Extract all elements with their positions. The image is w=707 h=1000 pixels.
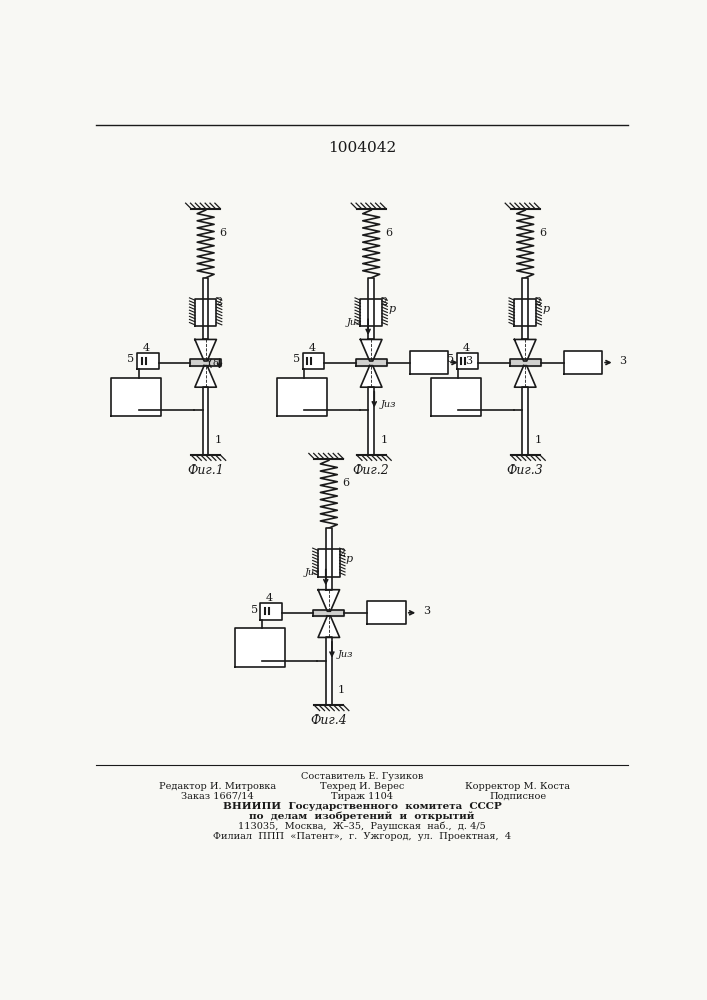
Text: Фиг.1: Фиг.1 — [187, 464, 224, 477]
Polygon shape — [260, 603, 282, 620]
Text: 113035,  Москва,  Ж–35,  Раушская  наб.,  д. 4/5: 113035, Москва, Ж–35, Раушская наб., д. … — [238, 821, 486, 831]
Text: по  делам  изобретений  и  открытий: по делам изобретений и открытий — [250, 811, 474, 821]
Text: 1: 1 — [338, 685, 345, 695]
Text: δ: δ — [213, 359, 218, 368]
Polygon shape — [326, 637, 332, 705]
Polygon shape — [356, 359, 387, 366]
Polygon shape — [515, 339, 536, 361]
Text: 6: 6 — [385, 228, 392, 238]
Text: Техред И. Верес: Техред И. Верес — [320, 782, 404, 791]
Polygon shape — [111, 378, 161, 416]
Text: 1: 1 — [215, 435, 222, 445]
Polygon shape — [431, 378, 481, 416]
Polygon shape — [361, 299, 382, 326]
Text: р: р — [542, 304, 549, 314]
Polygon shape — [522, 387, 528, 455]
Polygon shape — [368, 601, 406, 624]
Text: 5: 5 — [127, 354, 134, 364]
Text: Jиз: Jиз — [304, 568, 320, 577]
Polygon shape — [137, 353, 158, 369]
Polygon shape — [318, 616, 339, 637]
Text: ВНИИПИ  Государственного  комитета  СССР: ВНИИПИ Государственного комитета СССР — [223, 802, 501, 811]
Polygon shape — [368, 387, 374, 455]
Polygon shape — [457, 353, 478, 369]
Text: Филиал  ППП  «Патент»,  г.  Ужгород,  ул.  Проектная,  4: Филиал ППП «Патент», г. Ужгород, ул. Про… — [213, 832, 511, 841]
Polygon shape — [515, 299, 536, 326]
Text: 4: 4 — [462, 343, 469, 353]
Text: 6: 6 — [219, 228, 227, 238]
Text: Подписное: Подписное — [489, 792, 546, 801]
Polygon shape — [510, 359, 541, 366]
Text: 3: 3 — [423, 606, 430, 616]
Polygon shape — [318, 549, 339, 577]
Text: 2: 2 — [380, 297, 387, 307]
Polygon shape — [563, 351, 602, 374]
Polygon shape — [326, 528, 332, 590]
Text: 6: 6 — [343, 478, 350, 488]
Text: Фиг.3: Фиг.3 — [507, 464, 544, 477]
Text: 2: 2 — [338, 548, 345, 558]
Text: р: р — [388, 304, 395, 314]
Text: Корректор М. Коста: Корректор М. Коста — [465, 782, 570, 791]
Text: 1: 1 — [534, 435, 542, 445]
Polygon shape — [313, 610, 344, 616]
Text: Jиз: Jиз — [338, 650, 354, 659]
Text: 2: 2 — [534, 297, 542, 307]
Polygon shape — [190, 359, 221, 366]
Text: Jиз: Jиз — [346, 318, 362, 327]
Text: 3: 3 — [619, 356, 626, 366]
Text: 5: 5 — [293, 354, 300, 364]
Polygon shape — [203, 387, 209, 455]
Polygon shape — [203, 278, 209, 339]
Polygon shape — [361, 339, 382, 361]
Text: 6: 6 — [539, 228, 547, 238]
Polygon shape — [195, 299, 216, 326]
Text: Составитель Е. Гузиков: Составитель Е. Гузиков — [300, 772, 423, 781]
Polygon shape — [195, 366, 216, 387]
Polygon shape — [277, 378, 327, 416]
Text: Заказ 1667/14: Заказ 1667/14 — [181, 792, 254, 801]
Text: 5: 5 — [250, 605, 258, 615]
Text: Редактор И. Митровка: Редактор И. Митровка — [158, 782, 276, 791]
Polygon shape — [522, 278, 528, 339]
Text: 1: 1 — [380, 435, 387, 445]
Polygon shape — [303, 353, 325, 369]
Polygon shape — [195, 339, 216, 361]
Text: 3: 3 — [465, 356, 472, 366]
Text: 4: 4 — [308, 343, 315, 353]
Polygon shape — [368, 278, 374, 339]
Text: Jиз: Jиз — [380, 400, 396, 409]
Text: Тираж 1104: Тираж 1104 — [331, 792, 393, 801]
Text: 2: 2 — [215, 297, 222, 307]
Text: Фиг.4: Фиг.4 — [310, 714, 347, 727]
Polygon shape — [361, 366, 382, 387]
Text: 5: 5 — [447, 354, 454, 364]
Text: Фиг.2: Фиг.2 — [353, 464, 390, 477]
Polygon shape — [409, 351, 448, 374]
Text: 4: 4 — [143, 343, 150, 353]
Polygon shape — [515, 366, 536, 387]
Polygon shape — [235, 628, 284, 667]
Polygon shape — [318, 590, 339, 611]
Text: р: р — [346, 554, 353, 564]
Text: 1004042: 1004042 — [328, 141, 396, 155]
Text: 4: 4 — [266, 593, 273, 603]
